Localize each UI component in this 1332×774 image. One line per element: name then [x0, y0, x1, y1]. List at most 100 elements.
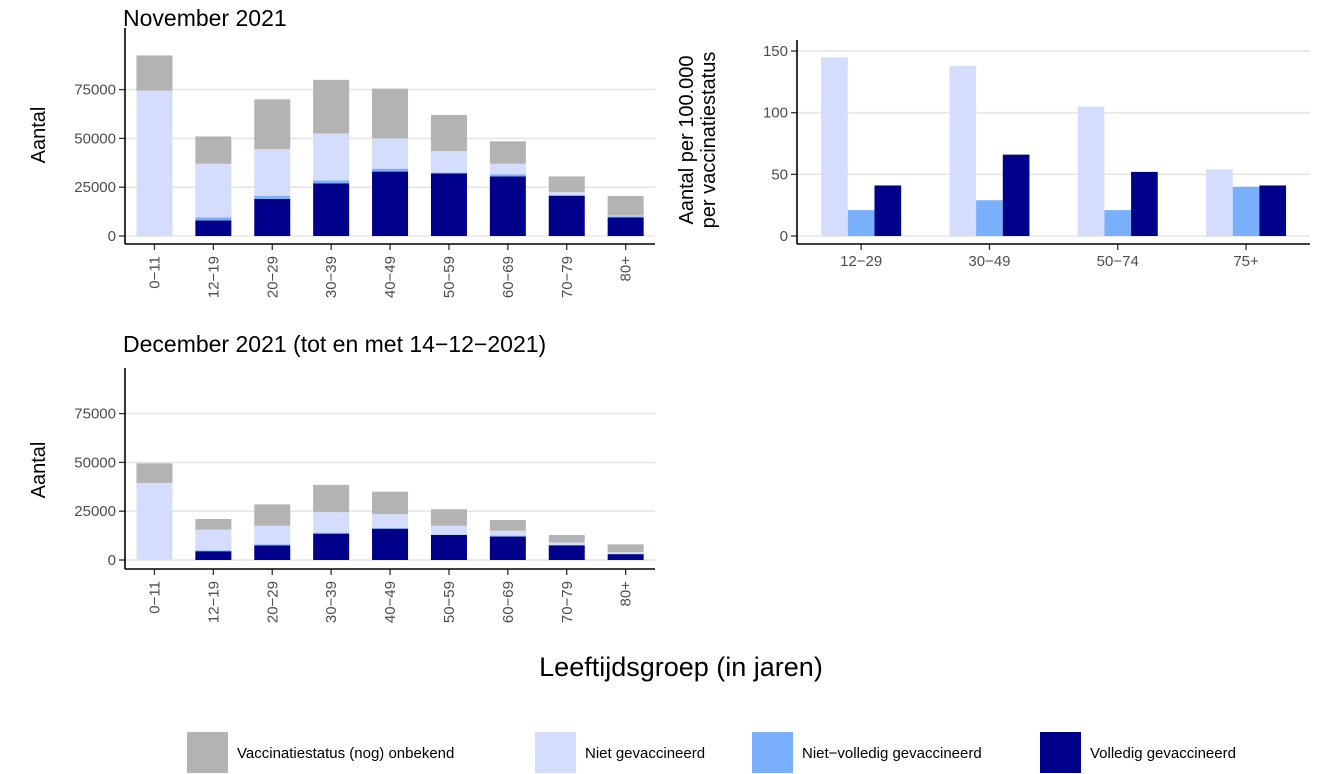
y-tick-label: 0: [780, 228, 788, 245]
bar-segment: [195, 551, 232, 560]
y-tick-label: 50000: [74, 454, 116, 471]
bar-segment: [195, 529, 232, 551]
chart-november: November 2021 0 25000 50000 75000 0−11 12−19 20…: [28, 5, 655, 298]
bar-segment: [372, 138, 409, 169]
x-tick-label: 30−39: [323, 581, 340, 623]
bar: [949, 65, 977, 236]
y-tick-label: 75000: [74, 82, 116, 99]
bar-segment: [548, 542, 585, 545]
bar: [847, 210, 875, 236]
bar: [874, 185, 902, 236]
bar-segment: [313, 180, 350, 184]
chart-title: December 2021 (tot en met 14−12−2021): [123, 331, 546, 357]
bar-segment: [430, 114, 467, 152]
bar-segment: [195, 550, 232, 552]
chart-rate: 0 50 100 150 12−29 30−49 50−74 75+ Aantal per 10…: [676, 40, 1310, 270]
bar-segment: [313, 532, 350, 534]
y-tick-label: 0: [108, 228, 116, 245]
y-tick-label: 150: [763, 43, 788, 60]
bar-segment: [607, 217, 644, 236]
bar-segment: [548, 195, 585, 196]
bar-segment: [195, 519, 232, 530]
legend: Vaccinatiestatus (nog) onbekend Niet geva…: [187, 732, 1236, 773]
chart-december: December 2021 (tot en met 14−12−2021) 0 25…: [28, 331, 655, 623]
bar-segment: [548, 545, 585, 560]
bar-segment: [254, 525, 291, 545]
y-axis-title-line: Aantal per 100.000: [676, 55, 698, 224]
legend-label: Niet gevaccineerd: [585, 745, 705, 762]
bar-segment: [313, 133, 350, 181]
bar: [976, 200, 1003, 236]
chart-title: November 2021: [123, 5, 287, 31]
bar-segment: [372, 528, 409, 560]
x-tick-label: 70−79: [559, 581, 576, 623]
bar-segment: [489, 530, 526, 536]
x-tick-label: 12−19: [205, 256, 222, 298]
shared-x-axis-title: Leeftijdsgroep (in jaren): [539, 652, 823, 682]
bar-segment: [489, 141, 526, 164]
bar-segment: [607, 216, 644, 218]
legend-label: Vaccinatiestatus (nog) onbekend: [237, 745, 454, 762]
bar-segment: [372, 88, 409, 139]
bar-segment: [548, 535, 585, 543]
bar-segment: [313, 533, 350, 560]
x-tick-label: 20−29: [264, 256, 281, 298]
x-tick-label: 30−49: [968, 253, 1010, 270]
x-tick-label: 40−49: [382, 581, 399, 623]
bar-segment: [313, 484, 350, 513]
y-tick-label: 50000: [74, 130, 116, 147]
bar-segment: [430, 535, 467, 560]
bar-segment: [607, 552, 644, 554]
bar-segment: [372, 168, 409, 172]
bar-segment: [430, 172, 467, 174]
bar-segment: [254, 545, 291, 560]
bar-segment: [548, 176, 585, 193]
y-axis-title-line: per vaccinatiestatus: [698, 52, 720, 229]
bar-segment: [313, 183, 350, 236]
bar: [821, 57, 848, 237]
legend-swatch: [535, 732, 576, 773]
bar-segment: [607, 195, 644, 216]
x-tick-label: 20−29: [264, 581, 281, 623]
y-tick-label: 25000: [74, 503, 116, 520]
y-tick-label: 100: [763, 105, 788, 122]
bar-segment: [607, 544, 644, 553]
bar-segment: [136, 55, 173, 91]
bar-segment: [254, 149, 291, 196]
bar-segment: [489, 174, 526, 177]
bar-segment: [489, 176, 526, 236]
bar-segment: [254, 198, 291, 236]
bar-segment: [195, 136, 232, 164]
x-tick-label: 30−39: [323, 256, 340, 298]
bar: [1232, 186, 1260, 236]
bar-segment: [430, 173, 467, 236]
bar-segment: [372, 491, 409, 515]
x-tick-label: 12−29: [840, 253, 882, 270]
bar-segment: [254, 504, 291, 526]
x-tick-label: 80+: [618, 581, 635, 607]
bar-segment: [195, 217, 232, 221]
bar-segment: [136, 482, 173, 560]
bar-segment: [489, 536, 526, 560]
bar-segment: [607, 554, 644, 560]
legend-swatch: [1040, 732, 1081, 773]
bar-segment: [489, 163, 526, 175]
bar-segment: [489, 535, 526, 537]
x-tick-label: 70−79: [559, 256, 576, 298]
bar: [1259, 185, 1287, 236]
legend-label: Niet−volledig gevaccineerd: [802, 745, 982, 762]
bar: [1002, 154, 1030, 236]
bar-segment: [254, 544, 291, 546]
bar-segment: [430, 151, 467, 173]
x-tick-label: 50−74: [1097, 253, 1139, 270]
bar: [1206, 169, 1233, 236]
bar-segment: [313, 512, 350, 533]
x-tick-label: 80+: [618, 256, 635, 282]
bar-segment: [195, 163, 232, 218]
legend-swatch: [187, 732, 228, 773]
y-axis-title: Aantal: [28, 442, 50, 499]
y-tick-label: 75000: [74, 406, 116, 423]
y-tick-label: 25000: [74, 179, 116, 196]
bar-segment: [372, 171, 409, 236]
bar: [1131, 171, 1158, 236]
